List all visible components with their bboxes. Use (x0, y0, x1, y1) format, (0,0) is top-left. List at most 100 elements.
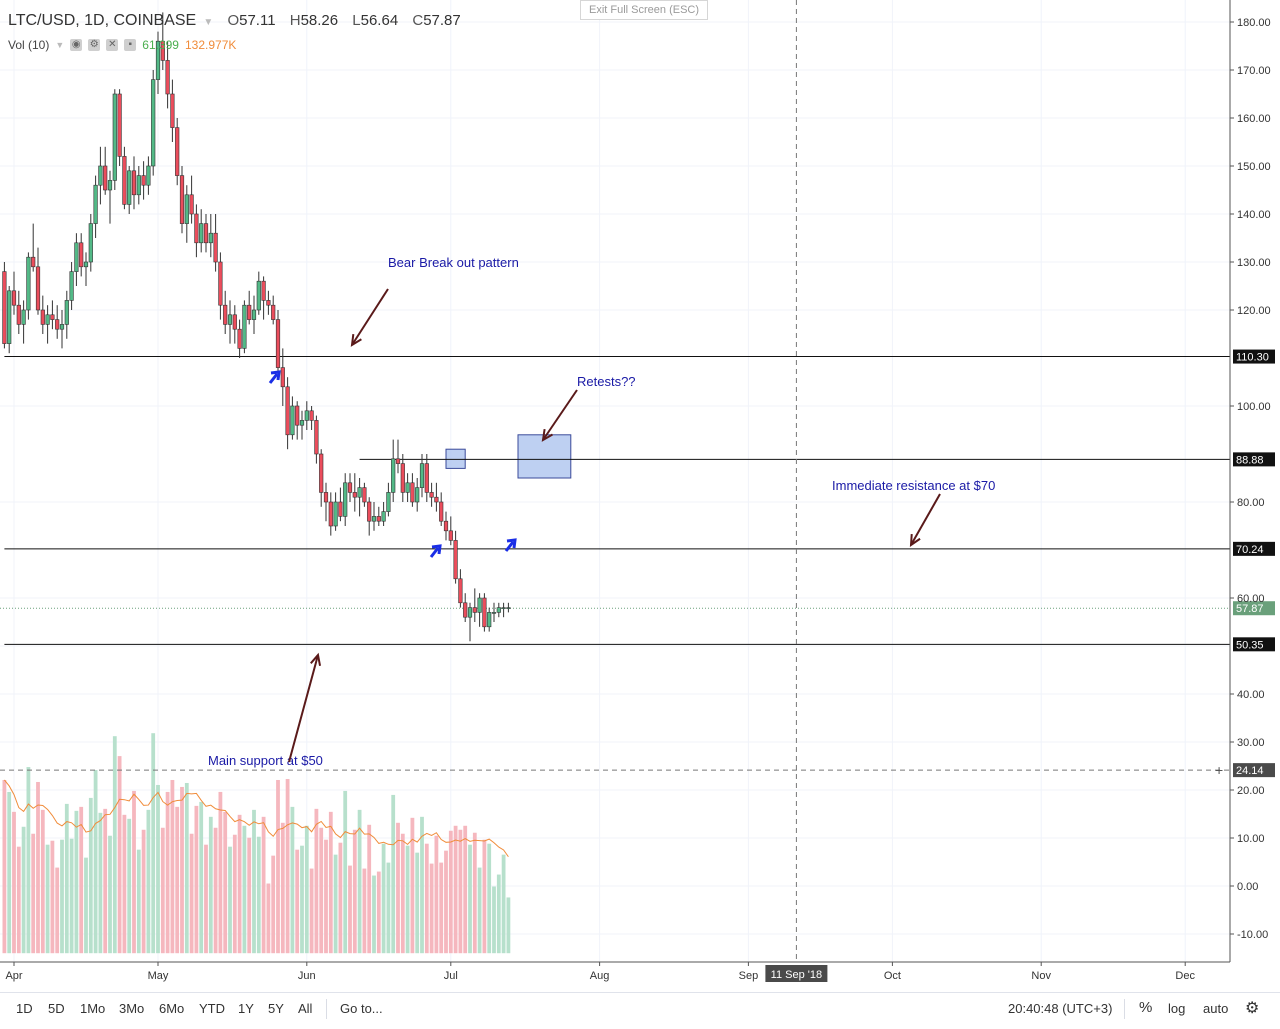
candle-body (165, 60, 170, 95)
range-1d-button[interactable]: 1D (16, 1001, 33, 1016)
price-tick-label: -10.00 (1237, 929, 1268, 941)
range-1mo-button[interactable]: 1Mo (80, 1001, 106, 1016)
range-all-button[interactable]: All (298, 1001, 313, 1016)
volume-bar (31, 833, 36, 954)
volume-bar (165, 791, 170, 954)
time-tick-label: Nov (1031, 970, 1051, 982)
volume-bar (405, 845, 410, 954)
candle-body (328, 501, 333, 527)
visibility-icon[interactable]: ◉ (70, 39, 83, 51)
candle-body (2, 271, 7, 344)
candle-body (64, 300, 69, 325)
current-price-badge (1233, 601, 1275, 616)
range-ytd-button[interactable]: YTD (199, 1001, 225, 1016)
range-5d-button[interactable]: 5D (48, 1001, 65, 1016)
crosshair-price-badge (1233, 763, 1275, 778)
candle-body (405, 482, 410, 493)
candle-body (223, 304, 228, 325)
candle-body (261, 280, 266, 301)
price-tick-label: 140.00 (1237, 209, 1271, 221)
volume-bar (285, 778, 290, 954)
dropdown-caret-icon[interactable]: ▼ (55, 40, 65, 50)
volume-bar (45, 844, 50, 954)
volume-label[interactable]: Vol (10) (8, 38, 50, 52)
clock-label[interactable]: 20:40:48 (UTC+3) (1008, 1001, 1113, 1016)
close-icon[interactable]: ✕ (106, 39, 119, 51)
open-label: O (227, 12, 240, 29)
level-label: 70.24 (1236, 544, 1264, 556)
candle-body (227, 314, 233, 325)
volume-bar (141, 829, 146, 954)
candle-body (21, 309, 26, 325)
arrow-retests-icon (541, 389, 578, 442)
level-badge (1233, 452, 1275, 467)
candle-body (11, 290, 17, 306)
exit-fullscreen-button[interactable]: Exit Full Screen (ESC) (580, 0, 708, 20)
arrow-support-icon (288, 652, 322, 763)
more-icon[interactable]: ▪ (124, 39, 137, 51)
candle-body (203, 223, 209, 244)
volume-bar (492, 886, 496, 954)
level-badge (1233, 349, 1275, 364)
percent-scale-button[interactable]: % (1139, 999, 1153, 1016)
volume-bar (55, 867, 60, 954)
goto-button[interactable]: Go to... (340, 1001, 383, 1016)
volume-bar (2, 779, 7, 954)
range-1y-button[interactable]: 1Y (238, 1001, 254, 1016)
time-tick-label: Oct (884, 970, 901, 982)
volume-bar (338, 842, 343, 954)
settings-gear-icon[interactable]: ⚙ (1245, 1000, 1260, 1017)
candle-body (136, 175, 141, 196)
log-scale-button[interactable]: log (1168, 1001, 1186, 1016)
volume-bar (400, 833, 405, 954)
time-tick-label: Aug (590, 970, 610, 982)
candle-body (83, 261, 89, 268)
volume-bar (348, 865, 352, 954)
candle-body (55, 319, 60, 330)
volume-bar (256, 836, 261, 954)
volume-bar (444, 850, 448, 954)
highlight-box (445, 448, 466, 469)
dropdown-caret-icon[interactable]: ▼ (203, 17, 214, 28)
price-tick-label: 60.00 (1237, 593, 1265, 605)
time-tick-label: Dec (1175, 970, 1195, 982)
toolbar-divider (1124, 999, 1125, 1019)
candle-body (103, 165, 108, 191)
range-5y-button[interactable]: 5Y (268, 1001, 284, 1016)
candle-body (31, 256, 36, 268)
volume-legend: Vol (10) ▼ ◉ ⚙ ✕ ▪ 61.399 132.977K (8, 38, 236, 52)
volume-bar (175, 806, 180, 954)
candle-body (160, 40, 165, 61)
level-badge (1233, 541, 1275, 556)
volume-bar (453, 825, 458, 954)
volume-bar (189, 833, 194, 954)
auto-scale-button[interactable]: auto (1203, 1001, 1229, 1016)
volume-bar (319, 827, 324, 954)
range-3mo-button[interactable]: 3Mo (119, 1001, 145, 1016)
volume-bar (122, 814, 127, 954)
candle-body (45, 314, 50, 325)
volume-bar (151, 733, 156, 954)
volume-bar (213, 827, 218, 954)
candle-body (371, 516, 377, 522)
volume-bar (16, 846, 21, 954)
candle-body (131, 170, 137, 196)
candle-body (333, 501, 338, 527)
volume-bar (458, 829, 463, 954)
range-6mo-button[interactable]: 6Mo (159, 1001, 185, 1016)
candle-body (88, 223, 93, 263)
close-value: 57.87 (423, 12, 461, 29)
volume-bar (184, 782, 189, 954)
volume-bar (218, 791, 223, 954)
grid (0, 0, 1230, 962)
settings-icon[interactable]: ⚙ (88, 39, 101, 51)
candle-body (338, 501, 343, 517)
price-tick-label: 150.00 (1237, 161, 1271, 173)
symbol-title[interactable]: LTC/USD, 1D, COINBASE (8, 12, 197, 29)
candle-body (395, 458, 401, 464)
volume-bar (381, 843, 386, 954)
candle-body (122, 156, 127, 205)
volume-bar (223, 811, 228, 954)
